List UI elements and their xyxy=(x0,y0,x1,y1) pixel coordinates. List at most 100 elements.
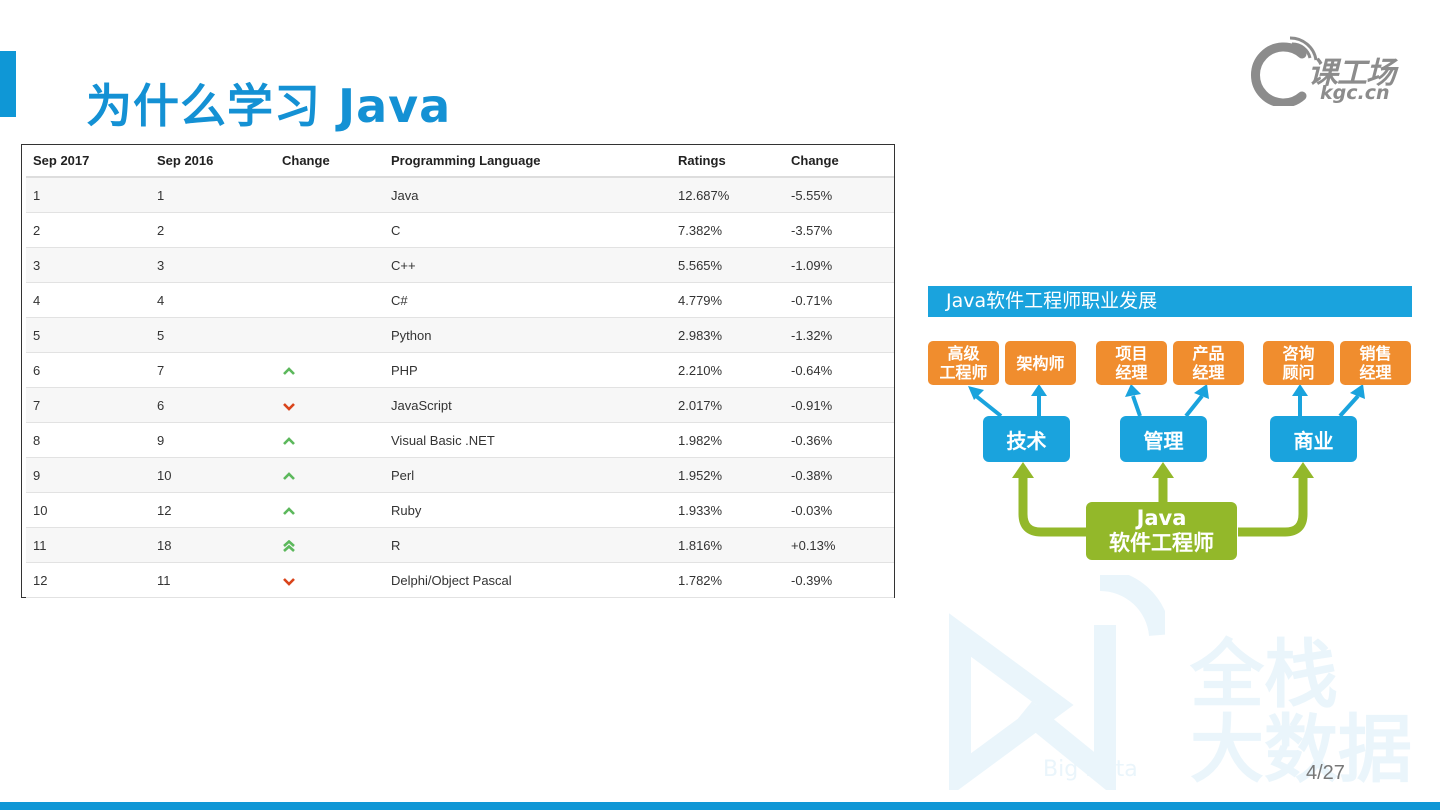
trend-cell xyxy=(275,492,384,528)
rank-2016-cell: 3 xyxy=(150,247,275,283)
table-row: 12 11 Delphi/Object Pascal 1.782% -0.39% xyxy=(26,562,894,598)
rating-change-cell: -1.32% xyxy=(784,317,894,353)
rank-2017-cell: 4 xyxy=(26,282,150,318)
ranking-table: Sep 2017 Sep 2016 Change Programming Lan… xyxy=(26,145,894,598)
rating-change-cell: -5.55% xyxy=(784,177,894,213)
trend-cell xyxy=(275,282,384,318)
rating-cell: 2.983% xyxy=(671,317,784,353)
rank-2016-cell: 10 xyxy=(150,457,275,493)
kgc-logo: 课工场 kgc.cn xyxy=(1250,30,1420,110)
logo-main-text: 课工场 xyxy=(1308,56,1396,91)
language-cell: C# xyxy=(384,282,671,318)
rank-2017-cell: 7 xyxy=(26,387,150,423)
rating-cell: 1.952% xyxy=(671,457,784,493)
trend-cell xyxy=(275,562,384,598)
bottom-bar xyxy=(0,802,1440,810)
rank-2016-cell: 2 xyxy=(150,212,275,248)
track-box-technology: 技术 xyxy=(983,416,1070,462)
rank-2016-cell: 1 xyxy=(150,177,275,213)
table-row: 5 5 Python 2.983% -1.32% xyxy=(26,317,894,353)
rank-2017-cell: 5 xyxy=(26,317,150,353)
watermark-caption: Big Data xyxy=(1043,757,1138,782)
rating-change-cell: -1.09% xyxy=(784,247,894,283)
rating-change-cell: -0.39% xyxy=(784,562,894,598)
track-box-business: 商业 xyxy=(1270,416,1357,462)
slide-title: 为什么学习 Java xyxy=(86,79,452,133)
header-sep-2016: Sep 2016 xyxy=(150,145,275,178)
rank-2016-cell: 11 xyxy=(150,562,275,598)
rating-change-cell: -0.71% xyxy=(784,282,894,318)
trend-up-icon xyxy=(283,437,295,445)
rating-cell: 1.816% xyxy=(671,527,784,563)
table-row: 6 7 PHP 2.210% -0.64% xyxy=(26,352,894,388)
rating-cell: 4.779% xyxy=(671,282,784,318)
career-diagram-title: Java软件工程师职业发展 xyxy=(928,286,1412,317)
rating-change-cell: -0.38% xyxy=(784,457,894,493)
trend-cell xyxy=(275,177,384,213)
language-cell: Java xyxy=(384,177,671,213)
track-box-management: 管理 xyxy=(1120,416,1207,462)
header-language: Programming Language xyxy=(384,145,671,178)
rank-2016-cell: 12 xyxy=(150,492,275,528)
rating-cell: 2.017% xyxy=(671,387,784,423)
bigdata-logo-icon xyxy=(949,568,1171,799)
rating-cell: 1.982% xyxy=(671,422,784,458)
language-cell: PHP xyxy=(384,352,671,388)
trend-cell xyxy=(275,247,384,283)
rating-change-cell: -0.91% xyxy=(784,387,894,423)
rank-2017-cell: 12 xyxy=(26,562,150,598)
trend-cell xyxy=(275,527,384,563)
table-header-row: Sep 2017 Sep 2016 Change Programming Lan… xyxy=(26,145,894,178)
rating-cell: 5.565% xyxy=(671,247,784,283)
rank-2017-cell: 10 xyxy=(26,492,150,528)
header-change-rank: Change xyxy=(275,145,384,178)
table-row: 11 18 R 1.816% +0.13% xyxy=(26,527,894,563)
trend-up-icon xyxy=(283,472,295,480)
watermark-line-2: 大数据 xyxy=(1190,707,1412,793)
rank-2017-cell: 3 xyxy=(26,247,150,283)
rank-2017-cell: 6 xyxy=(26,352,150,388)
table-row: 10 12 Ruby 1.933% -0.03% xyxy=(26,492,894,528)
language-cell: C++ xyxy=(384,247,671,283)
rating-change-cell: +0.13% xyxy=(784,527,894,563)
rank-2016-cell: 5 xyxy=(150,317,275,353)
table-row: 1 1 Java 12.687% -5.55% xyxy=(26,177,894,213)
role-box-consultant: 咨询 顾问 xyxy=(1263,341,1334,385)
role-box-architect: 架构师 xyxy=(1005,341,1076,385)
trend-up-icon xyxy=(283,507,295,515)
trend-cell xyxy=(275,352,384,388)
language-cell: Visual Basic .NET xyxy=(384,422,671,458)
rank-2016-cell: 9 xyxy=(150,422,275,458)
rank-2017-cell: 2 xyxy=(26,212,150,248)
table-row: 2 2 C 7.382% -3.57% xyxy=(26,212,894,248)
logo-c-icon xyxy=(1250,36,1318,106)
watermark-line-1: 全栈 xyxy=(1190,632,1338,718)
language-cell: Perl xyxy=(384,457,671,493)
trend-down-icon xyxy=(283,403,295,411)
table-row: 4 4 C# 4.779% -0.71% xyxy=(26,282,894,318)
logo-sub-text: kgc.cn xyxy=(1320,82,1390,104)
core-box-java-engineer: Java 软件工程师 xyxy=(1086,502,1237,560)
accent-bar xyxy=(0,51,16,117)
rank-2016-cell: 6 xyxy=(150,387,275,423)
rank-2017-cell: 11 xyxy=(26,527,150,563)
language-cell: R xyxy=(384,527,671,563)
trend-up-icon xyxy=(283,367,295,375)
trend-cell xyxy=(275,317,384,353)
rating-cell: 1.782% xyxy=(671,562,784,598)
trend-cell xyxy=(275,422,384,458)
trend-double-up-icon xyxy=(283,540,295,553)
table-row: 8 9 Visual Basic .NET 1.982% -0.36% xyxy=(26,422,894,458)
page-number: 4/27 xyxy=(1306,762,1345,784)
rank-2016-cell: 7 xyxy=(150,352,275,388)
language-cell: C xyxy=(384,212,671,248)
role-box-sales-manager: 销售 经理 xyxy=(1340,341,1411,385)
header-sep-2017: Sep 2017 xyxy=(26,145,150,178)
header-change-rating: Change xyxy=(784,145,894,178)
language-cell: Python xyxy=(384,317,671,353)
rating-cell: 1.933% xyxy=(671,492,784,528)
rating-change-cell: -0.36% xyxy=(784,422,894,458)
role-box-senior-engineer: 高级 工程师 xyxy=(928,341,999,385)
rank-2017-cell: 1 xyxy=(26,177,150,213)
rating-change-cell: -0.03% xyxy=(784,492,894,528)
